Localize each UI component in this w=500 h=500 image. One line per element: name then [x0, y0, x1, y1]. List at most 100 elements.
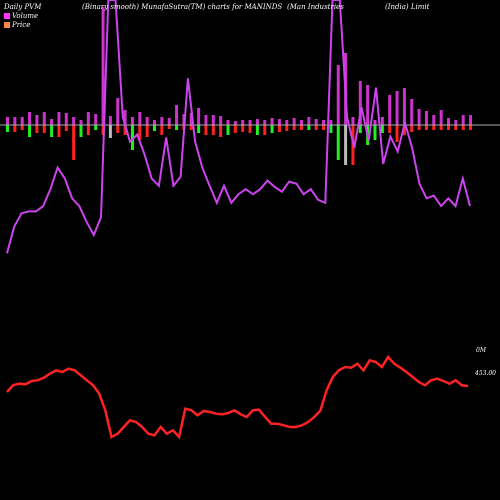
volume-bar-up [197, 108, 201, 125]
volume-bar-up [211, 115, 215, 125]
volume-bar-down [138, 125, 142, 140]
volume-bar-up [366, 85, 370, 125]
volume-bar-up [336, 65, 340, 125]
volume-bar-down [263, 125, 267, 135]
volume-bar-down [72, 125, 76, 160]
chart-title-center: (Binary smooth) MunafaSutra(TM) charts f… [82, 3, 283, 11]
volume-bar-down [50, 125, 54, 137]
volume-bar-down [175, 125, 179, 130]
volume-bar-down [189, 125, 193, 130]
volume-bar-down [248, 125, 252, 133]
volume-bar-up [6, 117, 9, 125]
volume-bar-up [410, 99, 414, 125]
volume-bar-down [20, 125, 24, 130]
volume-bar-down [395, 125, 399, 142]
volume-bar-down [417, 125, 421, 130]
volume-bar-up [219, 116, 223, 125]
volume-bar-up [395, 91, 399, 125]
volume-axis-label: 0M [476, 347, 486, 354]
volume-bar-up [28, 112, 32, 125]
volume-bar-up [424, 111, 428, 125]
volume-bar-down [461, 125, 465, 130]
volume-bar-down [79, 125, 83, 137]
volume-bar-up [241, 120, 245, 125]
volume-bar-down [35, 125, 39, 133]
volume-line [6, 0, 471, 254]
volume-bar-up [300, 120, 303, 125]
volume-bar-down [454, 125, 458, 130]
volume-bar-down [270, 125, 274, 133]
volume-bar-down [358, 125, 362, 133]
volume-bar-up [50, 119, 54, 125]
volume-bar-down [211, 125, 215, 135]
volume-bar-down [145, 125, 149, 137]
volume-bar-down [469, 125, 473, 130]
volume-bar-down [344, 125, 348, 165]
volume-bar-down [28, 125, 32, 137]
volume-bar-up [94, 114, 98, 125]
volume-bar-up [79, 120, 83, 125]
volume-bar-down [6, 125, 9, 132]
volume-bar-up [108, 116, 112, 125]
volume-bar-down [329, 125, 333, 133]
volume-bar-up [454, 120, 458, 125]
volume-bar-down [233, 125, 237, 133]
volume-bar-down [94, 125, 98, 130]
volume-bar-up [447, 118, 450, 125]
volume-bar-down [285, 125, 289, 131]
volume-bar-down [57, 125, 61, 137]
volume-bar-up [461, 115, 465, 125]
volume-bar-down [116, 125, 120, 133]
volume-bar-up [204, 115, 208, 125]
volume-bar-up [233, 121, 237, 125]
volume-bar-up [116, 98, 120, 125]
volume-bar-up [42, 112, 46, 125]
volume-bar-up [314, 119, 318, 125]
volume-bar-down [108, 125, 112, 138]
volume-bar-up [64, 113, 68, 125]
volume-bar-down [153, 125, 156, 131]
volume-bar-down [432, 125, 436, 130]
volume-bar-down [402, 125, 406, 135]
volume-bar-up [277, 119, 281, 125]
volume-bar-up [145, 117, 149, 125]
volume-bar-up [292, 118, 296, 125]
volume-bar-up [469, 115, 473, 125]
volume-bar-down [130, 125, 134, 150]
volume-bar-down [241, 125, 245, 132]
volume-bar-down [123, 125, 127, 135]
volume-bar-down [439, 125, 443, 130]
legend-price: Price [4, 21, 30, 29]
volume-bar-up [307, 117, 311, 125]
volume-bar-up [160, 117, 164, 125]
volume-bar-up [358, 81, 362, 125]
volume-bar-up [248, 120, 252, 125]
volume-bar-down [277, 125, 281, 132]
volume-bar-down [373, 125, 377, 140]
price-line [6, 354, 469, 440]
volume-bar-up [57, 112, 61, 125]
chart-title-company-2: (India) Limit [385, 3, 430, 11]
legend-price-label: Price [12, 21, 31, 29]
legend-volume-swatch [4, 13, 10, 19]
volume-bar-down [380, 125, 384, 133]
volume-bar-up [373, 120, 377, 125]
volume-bar-down [322, 125, 326, 130]
volume-bar-up [167, 118, 171, 125]
chart-title-company: (Man Industries [287, 3, 344, 11]
volume-bar-down [167, 125, 171, 129]
volume-bar-down [219, 125, 223, 137]
volume-bar-down [307, 125, 311, 130]
volume-bar-down [292, 125, 296, 130]
volume-bar-down [410, 125, 414, 132]
volume-bar-up [86, 112, 90, 125]
volume-bar-up [351, 117, 355, 125]
legend-volume: Volume [4, 12, 38, 20]
volume-bar-up [263, 120, 267, 125]
volume-bar-up [380, 117, 384, 125]
volume-bar-up [20, 117, 24, 125]
price-axis-label: 453.00 [475, 370, 496, 377]
volume-bar-up [72, 117, 76, 125]
